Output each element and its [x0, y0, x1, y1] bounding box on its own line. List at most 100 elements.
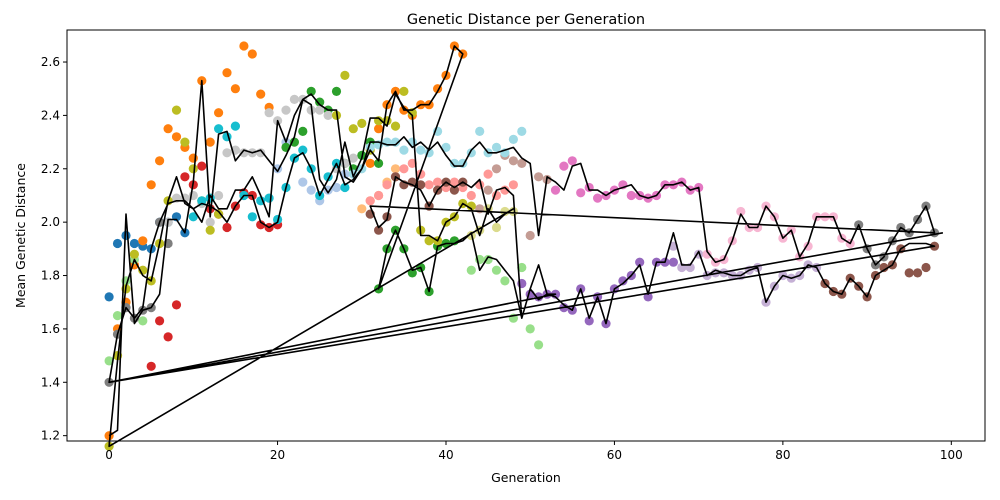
y-axis-label: Mean Genetic Distance	[13, 163, 28, 308]
data-point	[508, 156, 518, 166]
data-point	[323, 110, 333, 120]
data-point	[155, 156, 165, 166]
y-tick-label: 2.0	[41, 215, 60, 229]
data-point	[508, 180, 518, 190]
data-point	[239, 41, 249, 51]
data-point	[593, 193, 603, 203]
x-tick-label: 60	[607, 448, 622, 462]
data-point	[399, 86, 409, 96]
x-tick-label: 100	[940, 448, 963, 462]
data-point	[188, 164, 198, 174]
data-point	[340, 70, 350, 80]
chart-title: Genetic Distance per Generation	[407, 12, 645, 28]
data-point	[550, 185, 561, 195]
data-point	[112, 311, 123, 321]
data-point	[138, 236, 148, 246]
series-line	[108, 45, 944, 448]
data-point	[584, 316, 594, 326]
data-point	[247, 49, 257, 59]
data-point	[390, 164, 401, 174]
data-point	[315, 105, 325, 115]
y-tick-label: 2.6	[41, 55, 60, 69]
data-point	[491, 164, 502, 174]
data-point	[180, 137, 190, 147]
data-point	[129, 249, 139, 259]
data-point	[424, 236, 434, 246]
data-point	[466, 190, 476, 201]
data-point	[256, 220, 266, 230]
data-point	[374, 124, 384, 134]
y-tick-label: 2.2	[41, 162, 60, 176]
data-point	[306, 185, 316, 195]
data-point	[146, 361, 156, 371]
x-axis: 0 20 40 60 80 100	[105, 441, 963, 462]
data-point	[702, 249, 712, 259]
data-point	[668, 257, 679, 267]
data-point	[567, 156, 577, 166]
data-point	[163, 124, 173, 134]
data-point	[483, 185, 493, 195]
data-point	[491, 265, 502, 275]
data-point	[466, 265, 476, 275]
data-point	[138, 316, 148, 326]
data-point	[129, 238, 139, 249]
data-point	[517, 126, 527, 136]
data-point	[475, 126, 485, 136]
data-point	[382, 180, 392, 190]
data-point	[407, 268, 417, 278]
data-point	[214, 108, 224, 118]
y-tick-label: 1.2	[41, 429, 60, 443]
data-point	[214, 209, 224, 219]
data-point	[525, 324, 535, 334]
data-point	[197, 196, 207, 206]
data-point	[171, 300, 182, 310]
data-point	[188, 212, 198, 222]
data-point	[331, 182, 342, 193]
data-point	[449, 177, 459, 187]
data-point	[559, 161, 569, 171]
data-point	[315, 97, 325, 107]
data-point	[264, 108, 274, 118]
data-point	[913, 268, 923, 278]
data-point	[626, 190, 636, 201]
data-point	[534, 172, 544, 182]
data-point	[205, 217, 215, 227]
data-point	[112, 238, 123, 249]
data-point	[222, 148, 232, 158]
data-point	[483, 169, 493, 179]
data-point	[171, 105, 182, 115]
x-tick-label: 40	[438, 448, 453, 462]
data-point	[365, 196, 375, 206]
data-point	[399, 145, 409, 155]
x-tick-label: 80	[775, 448, 790, 462]
data-point	[340, 182, 350, 193]
data-point	[500, 276, 510, 286]
data-point	[256, 89, 266, 99]
data-point	[214, 190, 224, 201]
data-point	[340, 158, 350, 168]
y-tick-label: 1.6	[41, 322, 60, 336]
data-point	[466, 201, 476, 211]
data-point	[508, 134, 518, 144]
data-point	[517, 262, 527, 273]
data-point	[390, 121, 401, 131]
plot-area	[104, 41, 944, 451]
data-point	[230, 121, 240, 131]
data-point	[298, 177, 308, 187]
data-point	[441, 142, 451, 152]
data-point	[365, 158, 375, 168]
x-axis-label: Generation	[491, 470, 561, 485]
data-point	[534, 340, 544, 350]
data-point	[348, 124, 358, 134]
y-tick-label: 1.8	[41, 269, 60, 283]
data-point	[500, 206, 510, 217]
data-point	[230, 84, 240, 94]
data-point	[146, 180, 156, 190]
data-point	[491, 222, 502, 233]
data-point	[281, 105, 291, 115]
data-point	[399, 164, 409, 174]
x-tick-label: 0	[105, 448, 113, 462]
data-point	[163, 332, 173, 342]
